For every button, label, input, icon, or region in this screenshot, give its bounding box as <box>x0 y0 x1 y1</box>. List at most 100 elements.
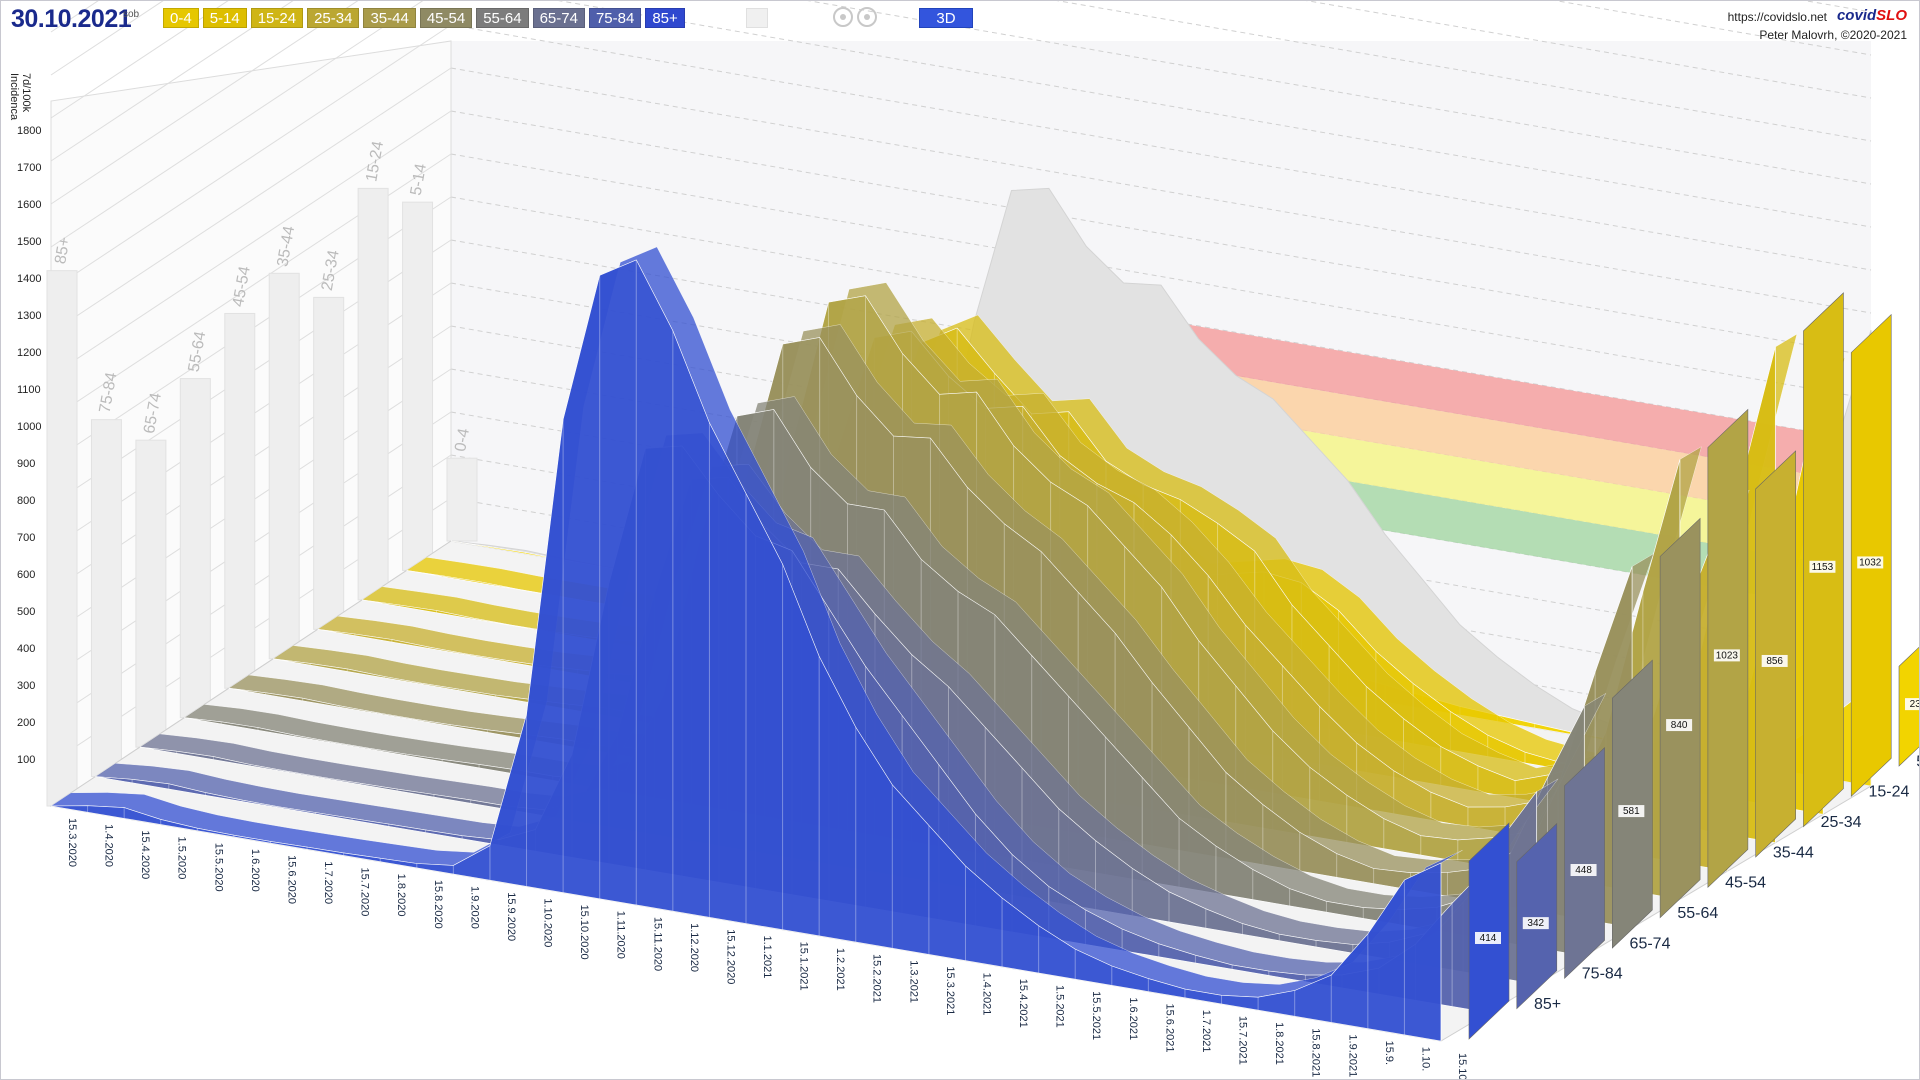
current-bar-4 <box>1707 408 1749 889</box>
x-tick-31: 1.7.2021 <box>1200 1010 1212 1053</box>
y-tick-16: 1700 <box>17 162 41 174</box>
current-bar-8 <box>1516 822 1558 1010</box>
current-value-0: 232 <box>1910 699 1920 710</box>
x-tick-23: 1.3.2021 <box>907 960 919 1003</box>
blank-toggle-button[interactable] <box>746 8 768 28</box>
age-toggle-8[interactable]: 75-84 <box>588 8 642 28</box>
age-toggle-4[interactable]: 35-44 <box>363 8 416 28</box>
x-tick-12: 15.9.2020 <box>505 892 517 941</box>
x-tick-9: 1.8.2020 <box>395 874 407 917</box>
y-tick-6: 700 <box>17 532 35 544</box>
age-axis-label-5: 45-54 <box>1725 875 1766 892</box>
target-icon[interactable] <box>857 7 877 27</box>
brand-part-2: SLO <box>1876 7 1907 24</box>
current-value-bg-4 <box>1713 649 1740 662</box>
side-gridline-15 <box>50 1 229 119</box>
back-gridline-11 <box>450 24 1872 271</box>
x-tick-38: 15.10. <box>1456 1053 1468 1080</box>
current-bar-0 <box>1898 646 1919 767</box>
age-toggle-1[interactable]: 5-14 <box>202 8 247 28</box>
current-value-bg-2 <box>1809 560 1836 573</box>
x-tick-15: 1.11.2020 <box>615 911 627 959</box>
age-toggle-9[interactable]: 85+ <box>645 8 685 28</box>
x-tick-0: 15.3.2020 <box>66 818 78 867</box>
site-url[interactable]: https://covidslo.net <box>1727 10 1827 24</box>
x-tick-16: 15.11.2020 <box>651 917 663 971</box>
age-group-toggles: 0-4 5-14 15-24 25-34 35-44 45-54 55-64 65-74 75-… <box>163 8 685 28</box>
back-gridline-14 <box>1056 1 1872 142</box>
current-value-bg-6 <box>1618 805 1645 818</box>
x-tick-8: 15.7.2020 <box>359 867 371 916</box>
current-bar-7 <box>1564 746 1605 980</box>
side-ghost-label-1: 5-14 <box>408 162 430 197</box>
x-tick-19: 1.1.2021 <box>761 936 773 979</box>
side-ghost-bar-9 <box>46 270 78 807</box>
back-gridline-13 <box>807 1 1872 185</box>
y-tick-13: 1400 <box>17 273 41 285</box>
back-gridline-16 <box>1555 1 1872 56</box>
x-tick-27: 1.5.2021 <box>1054 985 1066 1028</box>
current-value-1: 1032 <box>1859 557 1882 568</box>
age-axis-label-7: 65-74 <box>1630 935 1671 952</box>
side-gridline-9 <box>50 110 452 377</box>
current-bar-3 <box>1755 450 1796 858</box>
x-tick-21: 1.2.2021 <box>834 948 846 991</box>
x-tick-13: 1.10.2020 <box>542 898 554 947</box>
y-tick-15: 1600 <box>17 199 41 211</box>
side-ghost-label-0: 0-4 <box>452 427 473 453</box>
side-ghost-label-5: 45-54 <box>230 265 254 308</box>
x-tick-28: 15.5.2021 <box>1090 991 1102 1040</box>
day-label: sob <box>123 9 140 20</box>
y-tick-4: 500 <box>17 606 35 618</box>
side-ghost-bar-8 <box>90 419 122 778</box>
current-value-6: 581 <box>1623 806 1640 817</box>
x-tick-30: 15.6.2021 <box>1163 1004 1175 1053</box>
current-value-8: 342 <box>1527 918 1544 929</box>
age-toggle-7[interactable]: 65-74 <box>532 8 585 28</box>
y-tick-14: 1500 <box>17 236 41 248</box>
age-axis-label-3: 25-34 <box>1821 814 1862 831</box>
side-ghost-bar-6 <box>179 378 211 719</box>
side-ghost-label-9: 85+ <box>52 236 73 266</box>
x-tick-18: 15.12.2020 <box>724 929 736 984</box>
side-gridline-14 <box>50 1 294 162</box>
y-axis-label-2: Incidenca <box>8 73 20 121</box>
x-tick-36: 15.9. <box>1383 1041 1395 1065</box>
x-tick-35: 1.9.2021 <box>1346 1034 1358 1077</box>
camera-icon[interactable] <box>833 7 853 27</box>
current-bar-5 <box>1659 517 1701 919</box>
x-tick-24: 15.3.2021 <box>944 966 956 1015</box>
x-tick-14: 15.10.2020 <box>578 905 590 960</box>
y-tick-1: 200 <box>17 717 35 729</box>
x-tick-10: 15.8.2020 <box>432 880 444 929</box>
age-axis-label-2: 15-24 <box>1868 784 1909 801</box>
current-bar-2 <box>1803 292 1844 828</box>
y-tick-10: 1100 <box>17 384 41 396</box>
age-axis-label-6: 55-64 <box>1677 905 1718 922</box>
x-tick-20: 15.1.2021 <box>798 942 810 991</box>
side-ghost-label-6: 55-64 <box>186 330 210 373</box>
current-bar-1 <box>1850 313 1892 798</box>
y-tick-7: 800 <box>17 495 35 507</box>
age-toggle-0[interactable]: 0-4 <box>163 8 199 28</box>
x-tick-26: 15.4.2021 <box>1017 979 1029 1028</box>
3d-mode-button[interactable]: 3D <box>919 8 973 28</box>
age-axis-label-9: 85+ <box>1534 996 1561 1013</box>
current-value-7: 448 <box>1575 865 1592 876</box>
side-ghost-bar-1 <box>402 201 434 571</box>
back-gridline-12 <box>558 1 1872 228</box>
age-toggle-3[interactable]: 25-34 <box>307 8 360 28</box>
back-gridline-15 <box>1305 1 1872 99</box>
age-toggle-2[interactable]: 15-24 <box>250 8 304 28</box>
current-bar-9 <box>1468 822 1510 1040</box>
age-toggle-5[interactable]: 45-54 <box>419 8 473 28</box>
x-tick-6: 15.6.2020 <box>285 855 297 904</box>
x-tick-33: 1.8.2021 <box>1273 1022 1285 1065</box>
age-axis-label-4: 35-44 <box>1773 844 1814 861</box>
side-ghost-bar-0 <box>446 457 478 542</box>
age-toggle-6[interactable]: 55-64 <box>476 8 529 28</box>
current-value-bg-8 <box>1522 917 1549 930</box>
side-ghost-bar-7 <box>135 439 167 748</box>
